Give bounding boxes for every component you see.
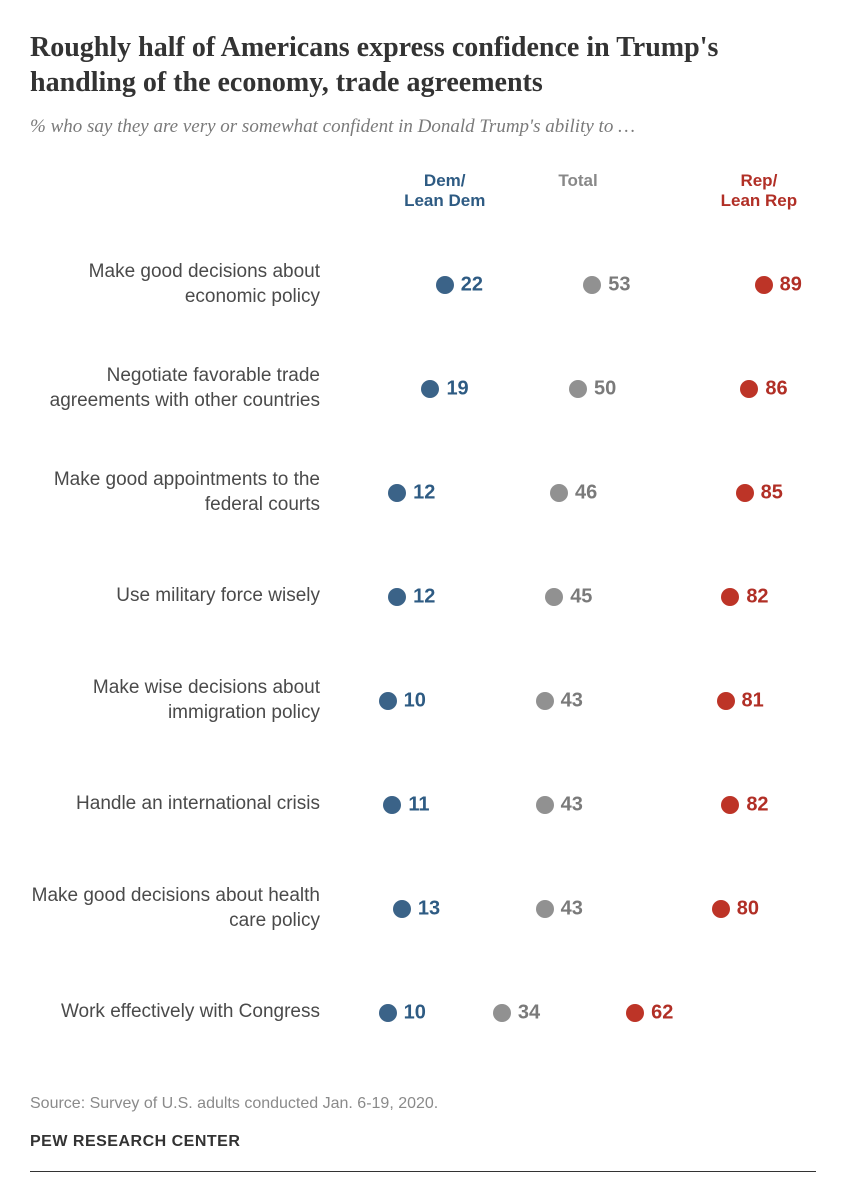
- chart-title: Roughly half of Americans express confid…: [30, 30, 816, 100]
- dot-label-rep: 62: [651, 1001, 673, 1024]
- dot-label-total: 34: [518, 1001, 540, 1024]
- dot-label-dem: 11: [408, 793, 429, 816]
- legend-spacer: [30, 171, 340, 221]
- dot-dem: [379, 692, 397, 710]
- row-label: Use military force wisely: [30, 584, 340, 609]
- dot-label-dem: 12: [413, 585, 435, 608]
- row-label: Work effectively with Congress: [30, 1000, 340, 1025]
- dot-rep: [755, 276, 773, 294]
- dot-label-dem: 10: [404, 1001, 426, 1024]
- dot-label-rep: 89: [780, 273, 802, 296]
- row-label: Make good decisions about economic polic…: [30, 260, 340, 309]
- row-plot: 10 34 62: [340, 961, 816, 1065]
- dot-dem: [383, 796, 401, 814]
- dot-rep: [736, 484, 754, 502]
- row-plot: 10 43 81: [340, 649, 816, 753]
- dot-total: [550, 484, 568, 502]
- dot-label-rep: 82: [746, 585, 768, 608]
- dot-label-total: 50: [594, 377, 616, 400]
- dot-label-total: 43: [561, 689, 583, 712]
- row-plot: 12 45 82: [340, 545, 816, 649]
- chart: Dem/Lean Dem Total Rep/Lean Rep Make good …: [30, 171, 816, 1065]
- chart-footer: Source: Survey of U.S. adults conducted …: [30, 1095, 816, 1172]
- row-plot: 22 53 89: [340, 233, 816, 337]
- dot-rep: [721, 588, 739, 606]
- dot-label-total: 53: [608, 273, 630, 296]
- source-note: Source: Survey of U.S. adults conducted …: [30, 1095, 816, 1113]
- dot-label-total: 43: [561, 897, 583, 920]
- dot-label-rep: 80: [737, 897, 759, 920]
- dot-dem: [388, 484, 406, 502]
- dot-total: [493, 1004, 511, 1022]
- chart-row: Make good decisions about economic polic…: [30, 233, 816, 337]
- dot-label-dem: 12: [413, 481, 435, 504]
- row-plot: 19 50 86: [340, 337, 816, 441]
- dot-dem: [421, 380, 439, 398]
- chart-row: Make good appointments to the federal co…: [30, 441, 816, 545]
- dot-label-total: 46: [575, 481, 597, 504]
- dot-label-rep: 81: [742, 689, 764, 712]
- row-plot: 13 43 80: [340, 857, 816, 961]
- dot-dem: [379, 1004, 397, 1022]
- dot-total: [536, 900, 554, 918]
- chart-row: Handle an international crisis 11 43 82: [30, 753, 816, 857]
- dot-rep: [717, 692, 735, 710]
- dot-total: [536, 796, 554, 814]
- dot-total: [569, 380, 587, 398]
- legend-label: Dem/Lean Dem: [404, 171, 485, 212]
- dot-rep: [721, 796, 739, 814]
- chart-row: Make wise decisions about immigration po…: [30, 649, 816, 753]
- dot-dem: [393, 900, 411, 918]
- legend-label: Total: [558, 171, 597, 191]
- dot-label-total: 43: [561, 793, 583, 816]
- chart-row: Make good decisions about health care po…: [30, 857, 816, 961]
- dot-rep: [712, 900, 730, 918]
- row-plot: 11 43 82: [340, 753, 816, 857]
- chart-rows: Make good decisions about economic polic…: [30, 233, 816, 1065]
- dot-label-dem: 10: [404, 689, 426, 712]
- dot-dem: [388, 588, 406, 606]
- legend-plot: Dem/Lean Dem Total Rep/Lean Rep: [340, 171, 816, 221]
- dot-dem: [436, 276, 454, 294]
- row-plot: 12 46 85: [340, 441, 816, 545]
- dot-label-rep: 86: [765, 377, 787, 400]
- publisher-logo: PEW RESEARCH CENTER: [30, 1133, 816, 1151]
- chart-row: Work effectively with Congress 10 34 62: [30, 961, 816, 1065]
- legend-row: Dem/Lean Dem Total Rep/Lean Rep: [30, 171, 816, 221]
- dot-label-rep: 85: [761, 481, 783, 504]
- dot-total: [583, 276, 601, 294]
- dot-label-dem: 19: [446, 377, 468, 400]
- row-label: Handle an international crisis: [30, 792, 340, 817]
- dot-label-dem: 13: [418, 897, 440, 920]
- dot-rep: [626, 1004, 644, 1022]
- dot-label-total: 45: [570, 585, 592, 608]
- chart-subtitle: % who say they are very or somewhat conf…: [30, 114, 816, 141]
- dot-rep: [740, 380, 758, 398]
- chart-row: Negotiate favorable trade agreements wit…: [30, 337, 816, 441]
- legend-label: Rep/Lean Rep: [721, 171, 798, 212]
- dot-label-dem: 22: [461, 273, 483, 296]
- row-label: Make good decisions about health care po…: [30, 884, 340, 933]
- dot-label-rep: 82: [746, 793, 768, 816]
- dot-total: [545, 588, 563, 606]
- row-label: Make wise decisions about immigration po…: [30, 676, 340, 725]
- row-label: Negotiate favorable trade agreements wit…: [30, 364, 340, 413]
- dot-total: [536, 692, 554, 710]
- chart-row: Use military force wisely 12 45 82: [30, 545, 816, 649]
- row-label: Make good appointments to the federal co…: [30, 468, 340, 517]
